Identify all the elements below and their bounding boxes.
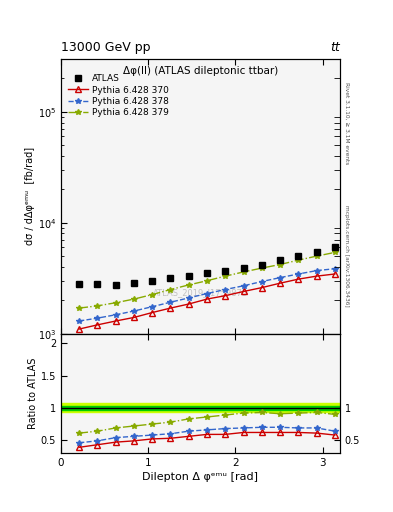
Bar [61,403,340,413]
Text: tt: tt [330,41,340,54]
Text: mcplots.cern.ch [arXiv:1306.3436]: mcplots.cern.ch [arXiv:1306.3436] [344,205,349,307]
Y-axis label: Ratio to ATLAS: Ratio to ATLAS [28,358,38,429]
Y-axis label: dσ / dΔφᵉᵐᵘ  [fb/rad]: dσ / dΔφᵉᵐᵘ [fb/rad] [25,147,35,245]
Bar [61,406,340,410]
Text: 13000 GeV pp: 13000 GeV pp [61,41,151,54]
Text: Rivet 3.1.10, ≥ 3.1M events: Rivet 3.1.10, ≥ 3.1M events [344,82,349,164]
Text: ATLAS_2019_I1759875: ATLAS_2019_I1759875 [153,288,248,297]
Legend: ATLAS, Pythia 6.428 370, Pythia 6.428 378, Pythia 6.428 379: ATLAS, Pythia 6.428 370, Pythia 6.428 37… [65,72,171,120]
Text: Δφ(ll) (ATLAS dileptonic ttbar): Δφ(ll) (ATLAS dileptonic ttbar) [123,66,278,76]
X-axis label: Dilepton Δ φᵉᵐᵘ [rad]: Dilepton Δ φᵉᵐᵘ [rad] [142,472,259,482]
